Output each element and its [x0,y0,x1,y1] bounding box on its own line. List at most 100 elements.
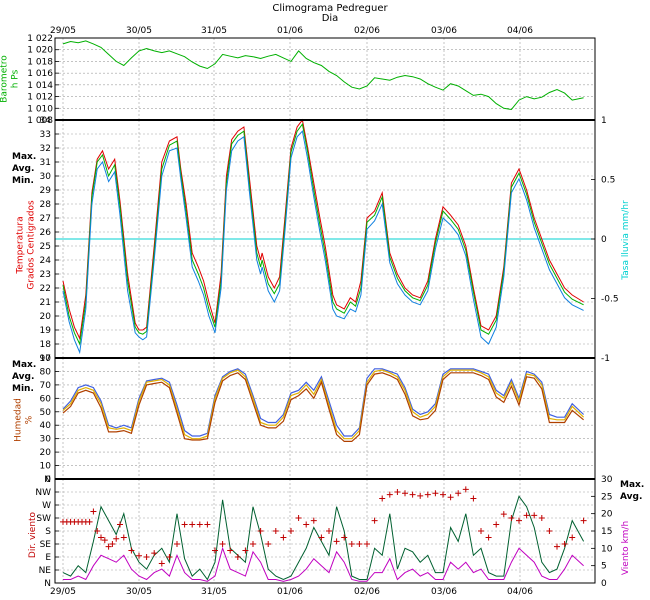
wind-dir-point [417,492,424,499]
chart-title: Climograma Pedreguer [272,3,388,14]
baro-tick-label-7: 1 022 [27,34,53,44]
day-label-top-1: 30/05 [126,26,152,36]
wind-dir-point [101,537,108,544]
wind-dir-point [569,534,576,541]
speed-tick-label-3: 15 [601,527,612,537]
hum-tick-label-10: 10 [40,462,52,472]
hum-tick-label-50: 50 [40,408,52,418]
dir-tick-label-6: W [42,501,51,511]
day-label-bottom-5: 03/06 [431,587,457,597]
rain-axis-label: Tasa lluvia mm/hr [621,200,631,281]
hum-tick-label-80: 80 [40,367,52,377]
wind-dir-point [326,528,332,534]
day-label-bottom-6: 04/06 [507,587,533,597]
wind-series-max [62,495,585,581]
wind-dir-point [386,491,393,498]
wind-dir-point [580,517,587,524]
temperature-axis-label: TemperaturaGrados Centigrados [16,200,37,290]
wind-dir-point [234,554,241,560]
series-layer [55,40,595,582]
wind-dir-point [295,515,302,521]
day-label-bottom-0: 29/05 [50,587,76,597]
wind-dir-point [86,518,93,525]
rain-tick-label-4: 1 [601,116,607,126]
temp-tick-label-22: 22 [40,284,51,294]
wind-dir-point [455,490,462,497]
temp-tick-label-24: 24 [40,256,52,266]
wind-series-avg [63,546,584,582]
rain-axis-label-line-0: Tasa lluvia mm/hr [621,200,631,281]
temp-tick-label-26: 26 [40,228,52,238]
day-label-top-6: 04/06 [507,26,533,36]
wind-dir-point [242,547,249,554]
wind-dir-point [394,489,401,495]
grid-layer [55,38,595,583]
speed-tick-label-5: 25 [601,492,612,502]
dir-tick-label-7: NW [35,488,51,498]
dir-tick-label-2: E [45,553,51,563]
x-axis-label: Dia [322,13,339,24]
temp-tick-label-28: 28 [40,200,52,210]
wind-dir-point [493,521,500,528]
wind-dir-point [174,541,180,547]
wind-dir-point [158,560,165,567]
baro-tick-label-4: 1 016 [27,69,53,79]
temp-tick-label-33: 33 [40,130,51,140]
wind-dir-point [516,517,522,524]
temperature-axis-label-line-0: Temperatura [16,216,26,274]
hum-legend-1: Avg. [12,372,34,382]
temp-tick-label-18: 18 [40,340,52,350]
frame-layer [54,37,596,584]
wind-dir-point [117,521,123,528]
wind-dir-point [485,534,492,541]
temp-series-max [62,118,584,341]
wind-dir-point [288,528,294,534]
hum-tick-label-70: 70 [40,381,52,391]
wind-dir-point [257,528,264,534]
wind-dir-axis-label: Dir. viento [28,511,38,558]
wind-dir-point [432,490,439,497]
wind-dir-point [265,541,272,547]
wind-dir-point [212,547,218,554]
day-label-top-2: 31/05 [201,26,227,36]
wind-dir-point [341,534,348,541]
wind-dir-point [105,543,112,550]
temp-legend-2: Min. [12,176,34,186]
barometer-axis-label: Barometroh Ps [0,55,21,103]
wind-dir-point [113,535,120,542]
wind-dir-point [227,547,234,554]
temp-legend-1: Avg. [12,164,34,174]
hum-series-max [62,368,585,437]
wind-legend-0: Max. [620,480,644,490]
wind-speed-axis-label-line-0: Viento km/h [621,521,631,575]
dir-tick-label-8: N [44,475,51,485]
speed-tick-label-0: 0 [601,579,607,589]
wind-dir-point [272,528,279,534]
temp-series-avg [62,122,584,346]
wind-dir-point [90,508,97,515]
wind-dir-point [196,521,203,528]
temp-tick-label-27: 27 [40,214,51,224]
wind-dir-point [500,511,507,518]
temp-tick-label-34: 34 [40,116,52,126]
wind-dir-point [440,491,446,498]
barometer-line [62,40,584,111]
wind-dir-point [333,538,340,545]
wind-dir-point [310,517,317,524]
wind-dir-point [219,541,226,547]
hum-tick-label-20: 20 [40,448,52,458]
hum-tick-label-40: 40 [40,421,52,431]
rain-tick-label-0: -1 [601,354,610,364]
wind-dir-point [409,491,416,498]
wind-dir-point [136,552,142,559]
temp-tick-label-23: 23 [40,270,51,280]
wind-dir-point [447,494,454,501]
rain-tick-label-3: 0.5 [601,176,615,186]
temp-tick-label-19: 19 [40,326,52,336]
hum-tick-label-90: 90 [40,354,52,364]
wind-dir-axis-label-line-0: Dir. viento [28,511,38,558]
rain-tick-label-2: 0 [601,235,607,245]
wind-dir-point [523,512,530,519]
wind-dir-point [250,541,256,547]
